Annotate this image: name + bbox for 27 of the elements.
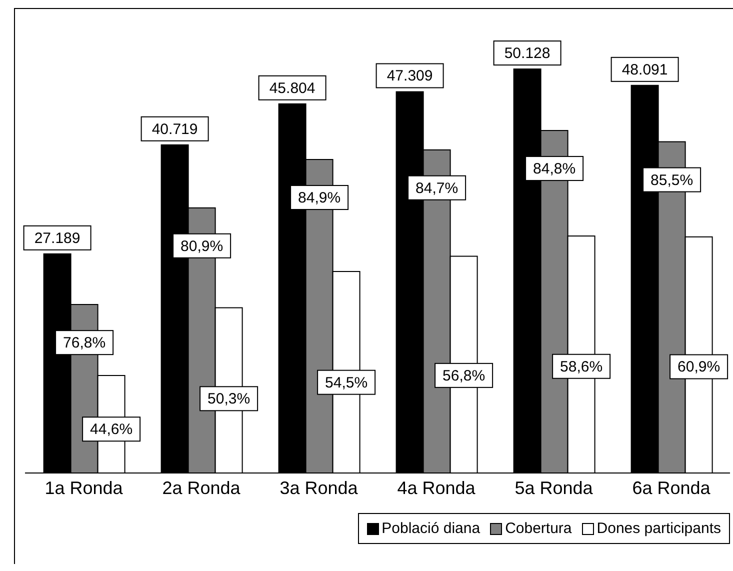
annotation: 85,5% [650,172,694,189]
annotation: 84,8% [533,160,576,178]
annotation: 76,8% [63,334,106,352]
x-tick-label: 2a Ronda [162,478,242,498]
annotation: 58,6% [560,358,603,376]
x-tick-label: 6a Ronda [632,478,712,498]
data-label: 45.804 [269,80,316,97]
data-label: 47.309 [386,68,433,85]
x-tick-label: 5a Ronda [514,478,594,498]
data-label: 50.128 [504,45,550,62]
legend-label: Població diana [380,520,480,537]
annotation: 80,9% [180,238,224,255]
data-label: 27.189 [34,230,80,247]
x-tick-label: 1a Ronda [44,478,124,498]
annotation: 60,9% [678,358,720,376]
x-tick-label: 3a Ronda [280,478,359,498]
annotation: 84,9% [298,189,341,206]
legend-label: Dones participants [596,520,721,537]
annotation: 54,5% [325,374,368,392]
legend-label: Cobertura [504,520,572,537]
data-label: 40.719 [152,120,198,138]
x-tick-label: 4a Ronda [397,478,476,498]
data-label: 48.091 [622,61,668,78]
annotation: 84,7% [416,180,458,197]
annotation: 44,6% [90,421,133,438]
annotation: 56,8% [442,367,486,384]
annotation: 50,3% [208,390,250,408]
